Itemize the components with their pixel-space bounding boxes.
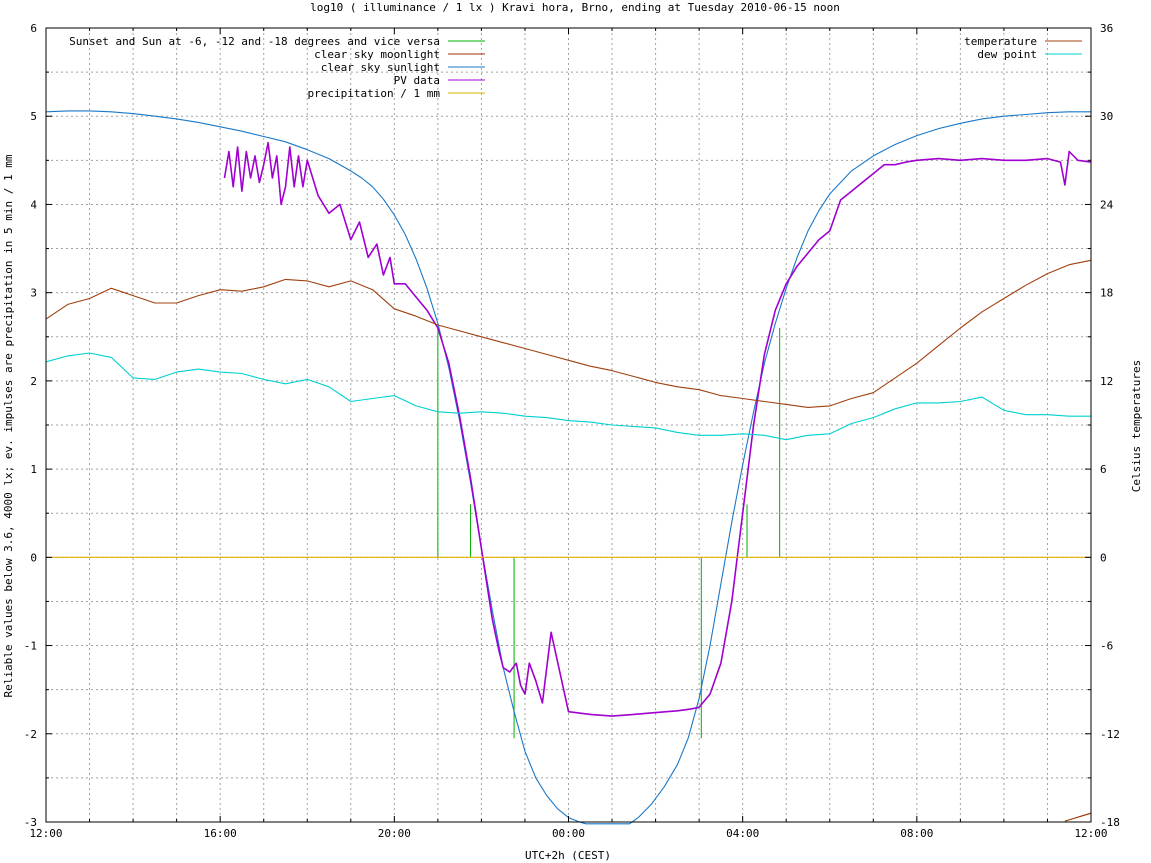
legend-entry-label: clear sky sunlight bbox=[321, 61, 440, 74]
x-tick-label: 16:00 bbox=[204, 827, 237, 840]
y2-tick-label: -6 bbox=[1100, 640, 1113, 653]
y-axis-label: Reliable values below 3.6, 4000 lx; ev. … bbox=[2, 154, 15, 697]
series-temperature bbox=[45, 259, 1092, 408]
y2-tick-label: 12 bbox=[1100, 375, 1113, 388]
chart-title: log10 ( illuminance / 1 lx ) Kravi hora,… bbox=[310, 1, 840, 14]
y2-tick-label: 0 bbox=[1100, 551, 1107, 564]
y2-tick-label: 36 bbox=[1100, 22, 1113, 35]
y-tick-label: 5 bbox=[30, 110, 37, 123]
x-tick-label: 12:00 bbox=[1074, 827, 1107, 840]
y-tick-label: 0 bbox=[30, 551, 37, 564]
legend-entry-label: PV data bbox=[394, 74, 440, 87]
y2-tick-label: 6 bbox=[1100, 463, 1107, 476]
y2-tick-label: -12 bbox=[1100, 728, 1120, 741]
y-tick-label: -1 bbox=[24, 640, 37, 653]
y2-tick-label: -18 bbox=[1100, 816, 1120, 829]
x-tick-label: 20:00 bbox=[378, 827, 411, 840]
ticks: 12:00 16:00 20:00 00:00 04:00 08:00 12:00-3-2-… bbox=[24, 22, 1120, 840]
y2-axis-label: Celsius temperatures bbox=[1130, 360, 1143, 492]
legend-entry-label: dew point bbox=[977, 48, 1037, 61]
legend: Sunset and Sun at -6, -12 and -18 degree… bbox=[69, 35, 1082, 100]
y2-tick-label: 30 bbox=[1100, 110, 1113, 123]
x-tick-label: 00:00 bbox=[552, 827, 585, 840]
series-clear-sky-sunlight bbox=[45, 110, 1091, 825]
series-pv-data bbox=[223, 141, 1092, 717]
y2-tick-label: 18 bbox=[1100, 287, 1113, 300]
y-tick-label: 4 bbox=[30, 198, 37, 211]
x-tick-label: 12:00 bbox=[29, 827, 62, 840]
y2-tick-label: 24 bbox=[1100, 198, 1114, 211]
x-tick-label: 08:00 bbox=[900, 827, 933, 840]
y-tick-label: -2 bbox=[24, 728, 37, 741]
legend-entry-label: precipitation / 1 mm bbox=[308, 87, 441, 100]
legend-entry-label: clear sky moonlight bbox=[314, 48, 440, 61]
series-clear-sky-moonlight bbox=[1064, 812, 1092, 822]
y-tick-label: 6 bbox=[30, 22, 37, 35]
legend-entry-label: temperature bbox=[964, 35, 1037, 48]
x-axis-label: UTC+2h (CEST) bbox=[525, 849, 611, 862]
y-tick-label: -3 bbox=[24, 816, 37, 829]
y-tick-label: 3 bbox=[30, 287, 37, 300]
series-layer bbox=[45, 110, 1092, 825]
series-dew-point bbox=[45, 352, 1091, 441]
x-tick-label: 04:00 bbox=[726, 827, 759, 840]
legend-entry-label: Sunset and Sun at -6, -12 and -18 degree… bbox=[69, 35, 440, 48]
y-tick-label: 1 bbox=[30, 463, 37, 476]
y-tick-label: 2 bbox=[30, 375, 37, 388]
